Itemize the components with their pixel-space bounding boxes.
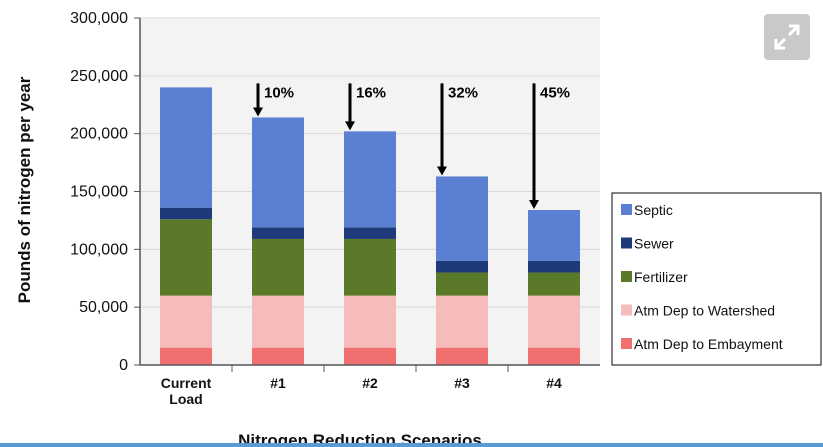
y-tick-label: 150,000 [70,184,128,201]
bar-segment [436,272,488,296]
legend-label: Fertilizer [634,269,688,285]
bar-segment [344,295,396,348]
bar-segment [160,87,212,208]
y-tick-label: 250,000 [70,68,128,85]
bar-segment [344,238,396,296]
reduction-label: 10% [264,84,294,101]
reduction-arrowhead [437,166,447,176]
bar-segment [160,295,212,348]
bar-segment [252,117,304,228]
x-tick-label: #1 [270,375,286,391]
reduction-arrowhead [345,121,355,131]
bar-segment [252,295,304,348]
legend-label: Atm Dep to Embayment [634,336,783,352]
legend-swatch [621,237,632,249]
y-tick-label: 100,000 [70,241,128,258]
y-tick-label: 50,000 [79,299,128,316]
legend-label: Septic [634,202,673,218]
reduction-arrowhead [529,200,539,210]
bar-segment [436,295,488,348]
axes: 0 50,000 100,000 150,000 200,000 250,000 300,0… [70,10,600,407]
bottom-rule [0,443,823,447]
y-tick-label: 0 [119,357,128,374]
expand-arrows-icon [774,24,800,50]
bar-segment [528,272,580,296]
bar-segment [252,347,304,365]
bar-segment [160,219,212,296]
y-axis-title: Pounds of nitrogen per year [15,76,34,303]
bar-segment [436,347,488,365]
bar-segment [252,238,304,296]
x-tick-label: Load [169,391,202,407]
reduction-label: 16% [356,84,386,101]
reduction-arrowhead [253,107,263,117]
bar-segment [344,227,396,239]
bar-segment [160,347,212,365]
bar-segment [160,207,212,220]
x-tick-label: #2 [362,375,378,391]
bar-segment [528,347,580,365]
legend-swatch [621,304,632,316]
bar-segment [436,176,488,261]
legend-swatch [621,338,632,349]
bar-segment [528,260,580,273]
legend: Septic Sewer Fertilizer Atm Dep to Watershe… [611,192,822,366]
bar-segment [528,295,580,348]
expand-button[interactable] [764,14,810,60]
x-tick-label: #3 [454,375,470,391]
reduction-label: 32% [448,84,478,101]
x-tick-label: #4 [546,375,562,391]
reduction-arrows: 10% 16% 32% 45% [253,83,570,210]
bar-segment [436,260,488,273]
legend-label: Sewer [634,236,674,252]
bar-segment [344,347,396,365]
legend-box [611,192,822,366]
x-tick-label: Current [161,375,212,391]
y-tick-label: 300,000 [70,10,128,27]
legend-swatch [621,271,632,282]
bars [160,87,580,365]
bar-segment [344,131,396,228]
bar-segment [252,227,304,239]
legend-label: Atm Dep to Watershed [634,303,775,319]
y-tick-label: 200,000 [70,126,128,143]
reduction-label: 45% [540,84,570,101]
legend-swatch [621,204,632,215]
bar-segment [528,210,580,261]
